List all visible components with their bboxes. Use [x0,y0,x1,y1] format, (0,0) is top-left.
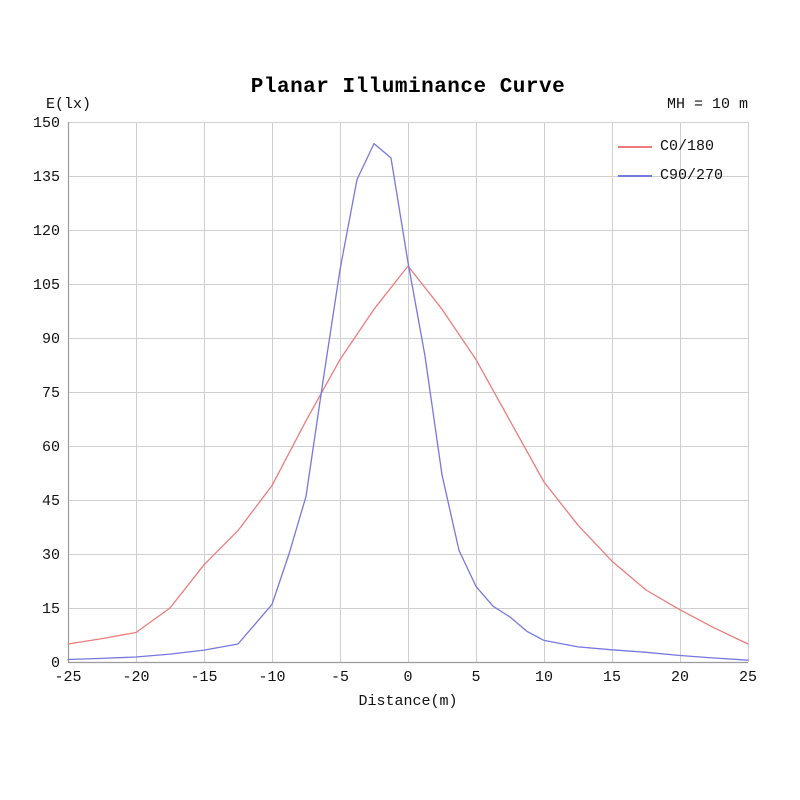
x-tick-label: -20 [122,669,149,686]
x-axis-label: Distance(m) [358,693,458,710]
x-tick-label: -10 [258,669,285,686]
legend-label-c0-180: C0/180 [660,138,715,155]
y-tick-label: 0 [51,655,60,672]
x-tick-label: 5 [471,669,480,686]
x-tick-label: -25 [54,669,81,686]
y-tick-label: 90 [42,331,60,348]
chart-title: Planar Illuminance Curve [250,76,566,99]
x-tick-label: 0 [403,669,412,686]
y-tick-label: 75 [42,385,60,402]
x-tick-label: 15 [603,669,621,686]
legend-item-c90-270: C90/270 [618,168,723,184]
y-tick-label: 45 [42,493,60,510]
mounting-height-label: MH = 10 m [666,96,748,113]
x-tick-label: 25 [739,669,757,686]
x-tick-label: 10 [535,669,553,686]
y-tick-label: 135 [33,169,60,186]
y-tick-label: 60 [42,439,60,456]
y-tick-label: 150 [33,115,60,132]
legend-item-c0-180: C0/180 [618,139,714,155]
y-tick-label: 15 [42,601,60,618]
x-tick-label: -15 [190,669,217,686]
y-tick-label: 30 [42,547,60,564]
x-tick-label: -5 [331,669,349,686]
x-tick-label: 20 [671,669,689,686]
y-tick-label: 120 [33,223,60,240]
c0-180-line-swatch [618,146,652,148]
series-curve-c90-270 [67,142,749,661]
y-tick-label: 105 [33,277,60,294]
c90-270-line-swatch [618,175,652,177]
legend-label-c90-270: C90/270 [660,167,724,184]
y-axis-unit-label: E(lx) [46,96,92,113]
